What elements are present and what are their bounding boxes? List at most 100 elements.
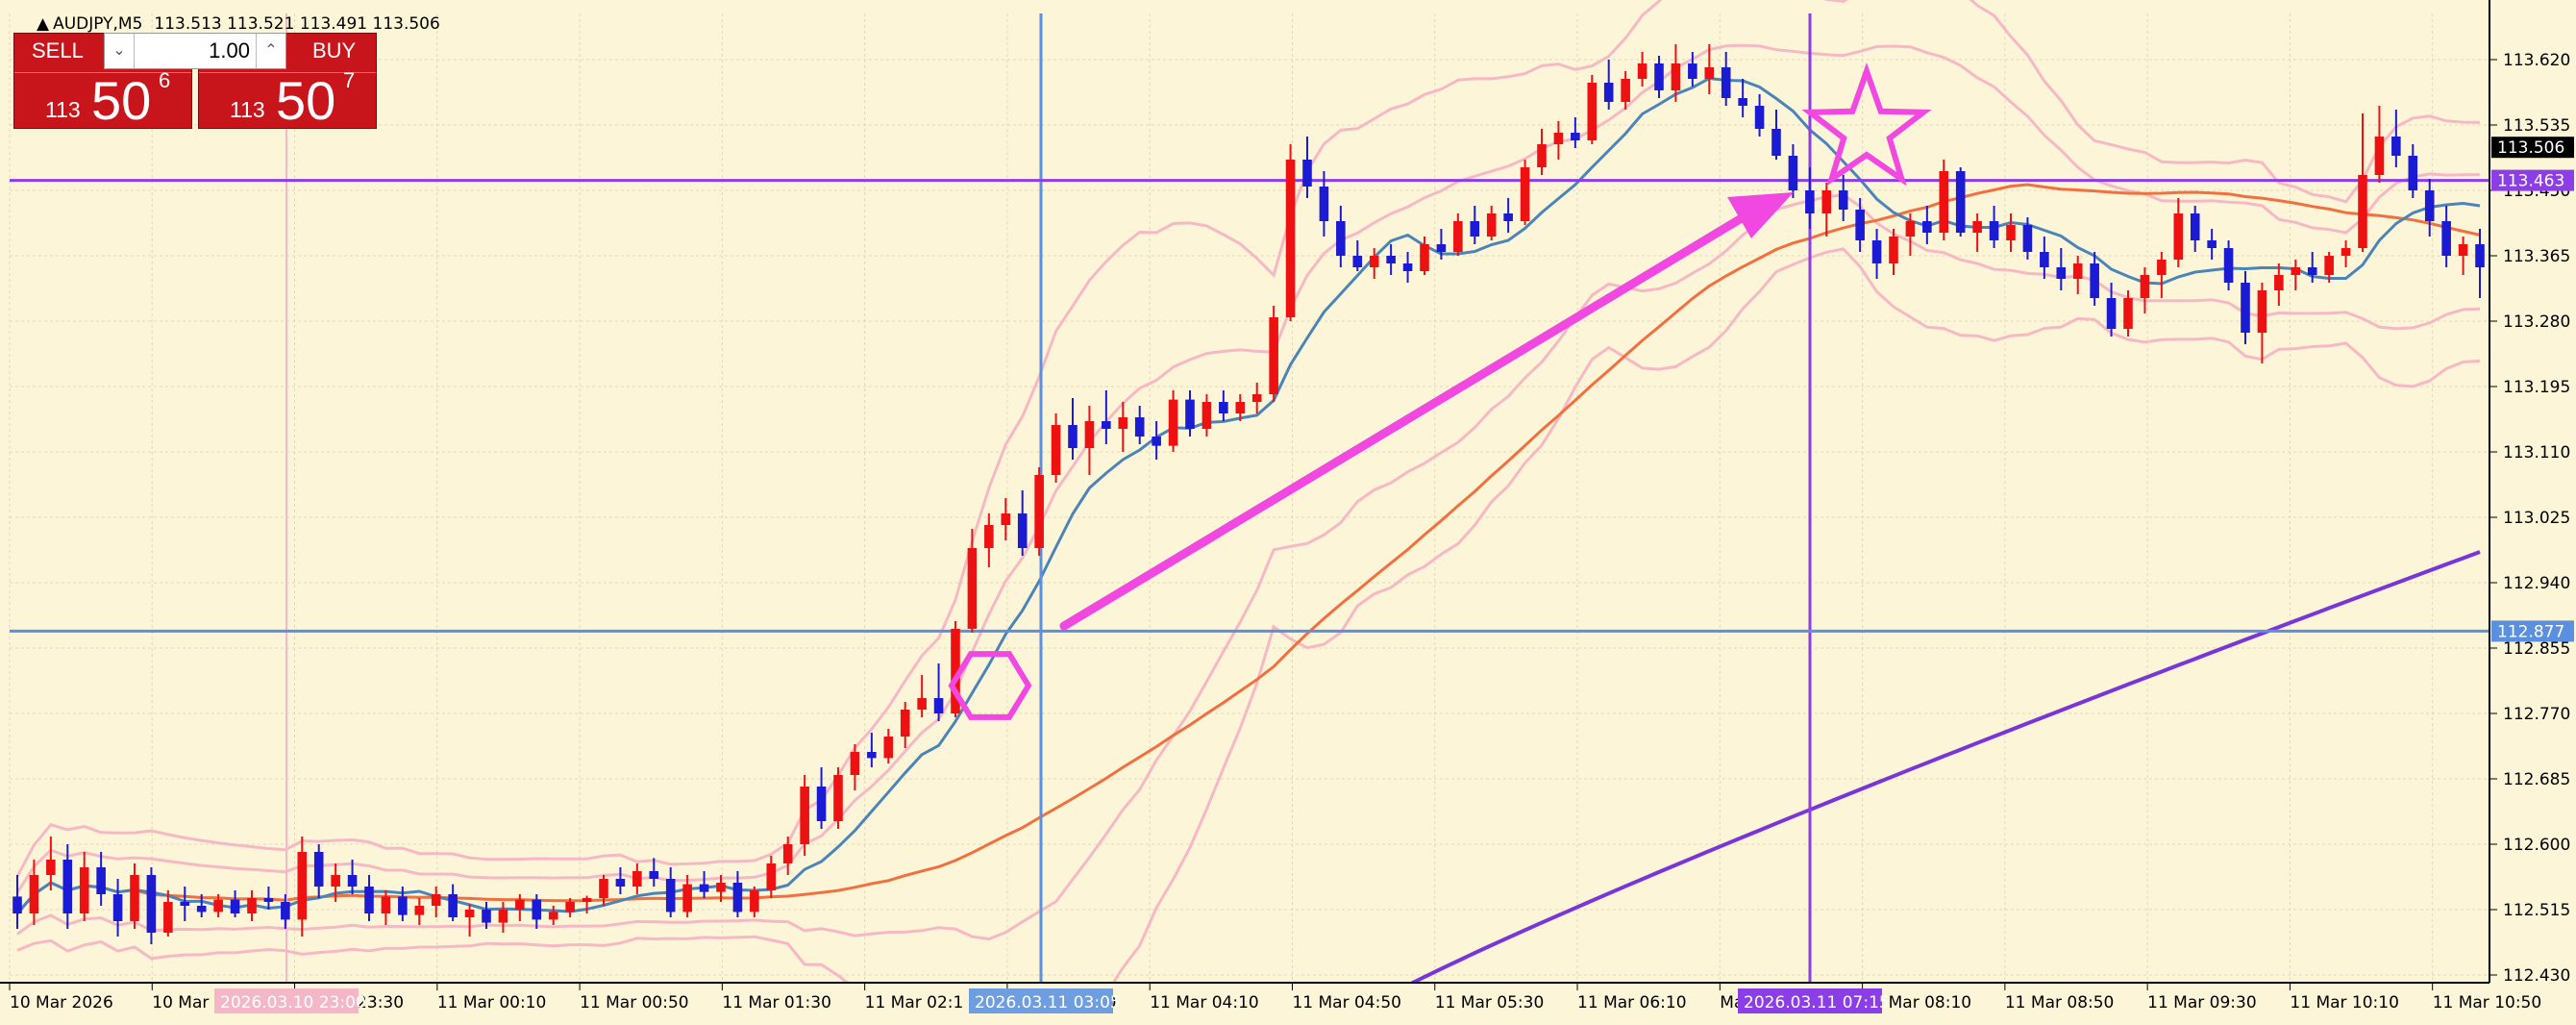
y-tick-label: 112.430 <box>2503 966 2570 986</box>
buy-header <box>199 34 376 73</box>
candle-body <box>2090 263 2099 298</box>
candle-body <box>1001 513 1011 525</box>
candle-body <box>414 906 425 915</box>
bollinger-bands <box>15 0 2481 1025</box>
candle-body <box>1871 240 1882 263</box>
candle-body <box>1219 402 1228 413</box>
candle-body <box>565 902 575 912</box>
sell-price-big: 50 <box>91 70 152 131</box>
sell-price-sup: 6 <box>159 68 171 92</box>
candle-body <box>833 775 843 821</box>
candle-body <box>867 752 877 759</box>
candle-body <box>1134 417 1145 437</box>
candle-body <box>850 752 860 775</box>
title-arrow-icon: ▲ <box>37 14 50 34</box>
x-tick-label: 11 Mar 01:30 <box>722 993 831 1012</box>
candle-body <box>2106 298 2117 329</box>
y-tick-label: 113.110 <box>2503 443 2570 462</box>
candle-body <box>2441 221 2451 256</box>
candle-body <box>79 867 89 913</box>
candle-body <box>750 890 759 912</box>
y-tick-label: 113.025 <box>2503 509 2570 528</box>
candle-body <box>1788 156 1798 190</box>
x-tick-label: 11 Mar 10:50 <box>2433 993 2542 1012</box>
candle-body <box>1369 256 1379 267</box>
candle-body <box>331 875 340 887</box>
time-tag-bg <box>1738 988 1882 1013</box>
trend-arrow-line[interactable] <box>1059 209 1754 631</box>
candle-body <box>515 899 525 910</box>
x-tick-label: 11 Mar 02:1 <box>865 993 964 1012</box>
candle-body <box>381 896 391 913</box>
candle-body <box>230 899 240 913</box>
candle-body <box>933 698 944 713</box>
candle-body <box>498 910 508 923</box>
candle-body <box>347 875 358 887</box>
star-icon[interactable] <box>1801 62 1932 187</box>
candle-body <box>1302 160 1312 187</box>
sell-header <box>14 34 191 73</box>
candle-body <box>665 879 676 912</box>
price-tag-bg <box>2491 620 2574 642</box>
candle-body <box>1201 402 1212 429</box>
candle-body <box>2157 260 2167 275</box>
candle-body <box>364 887 374 913</box>
band-lower-outer <box>16 247 2481 1025</box>
horizontal-lines[interactable] <box>10 179 2489 633</box>
candle-body <box>398 896 408 915</box>
ma-fast-line <box>15 76 2481 914</box>
candle-body <box>1603 83 1614 102</box>
x-tick-label: 11 Mar 06:10 <box>1577 993 1687 1012</box>
candle-body <box>2374 137 2385 175</box>
candle-body <box>448 894 458 917</box>
y-tick-label: 112.940 <box>2503 574 2570 593</box>
buy-price-sup: 7 <box>343 68 356 92</box>
candle-body <box>732 883 743 912</box>
candle-body <box>281 902 290 920</box>
candle-body <box>1771 129 1781 156</box>
candle-body <box>2408 156 2418 190</box>
candle-body <box>2324 256 2334 275</box>
candle-body <box>1905 221 1916 237</box>
candle-body <box>1671 63 1681 90</box>
lot-size-input[interactable] <box>135 36 256 66</box>
candle-body <box>532 899 542 920</box>
candle-body <box>1402 263 1413 271</box>
candle-body <box>2223 248 2234 283</box>
band-upper-inner <box>15 43 2481 894</box>
candle-body <box>2291 267 2301 275</box>
time-tag-bg <box>214 988 359 1013</box>
candle-body <box>615 879 626 887</box>
candle-body <box>1972 221 1982 233</box>
candle-body <box>766 863 777 890</box>
price-tag-bg <box>2491 169 2574 191</box>
lot-decrease-chevron-down-icon[interactable]: ⌄ <box>105 34 135 68</box>
candle-body <box>313 852 324 887</box>
candle-body <box>1553 133 1564 144</box>
candle-body <box>682 884 692 912</box>
y-tick-label: 113.280 <box>2503 312 2570 332</box>
hexagon-icon[interactable] <box>948 651 1032 720</box>
x-tick-label: 11 Mar 04:10 <box>1150 993 1259 1012</box>
candle-body <box>1336 221 1346 256</box>
lot-increase-chevron-up-icon[interactable]: ⌃ <box>256 34 285 68</box>
trend-arrow-head[interactable] <box>1727 192 1794 238</box>
candle-body <box>1470 221 1480 237</box>
annotations[interactable] <box>948 62 1932 720</box>
candle-body <box>816 787 827 821</box>
band-lower-inner <box>16 193 2481 941</box>
candle-body <box>1034 475 1044 548</box>
candle-body <box>1235 402 1246 413</box>
lot-size-box: ⌄ ⌃ <box>104 33 286 69</box>
candle-body <box>1939 171 1949 233</box>
price-tag-label: 113.506 <box>2497 138 2564 158</box>
sell-button[interactable]: SELL 113 50 6 <box>13 33 192 129</box>
candle-body <box>130 875 139 921</box>
candle-body <box>1571 133 1580 140</box>
candle-body <box>2391 137 2401 156</box>
candle-body <box>1251 394 1262 402</box>
y-tick-label: 112.515 <box>2503 901 2570 920</box>
candle-body <box>1168 399 1178 446</box>
